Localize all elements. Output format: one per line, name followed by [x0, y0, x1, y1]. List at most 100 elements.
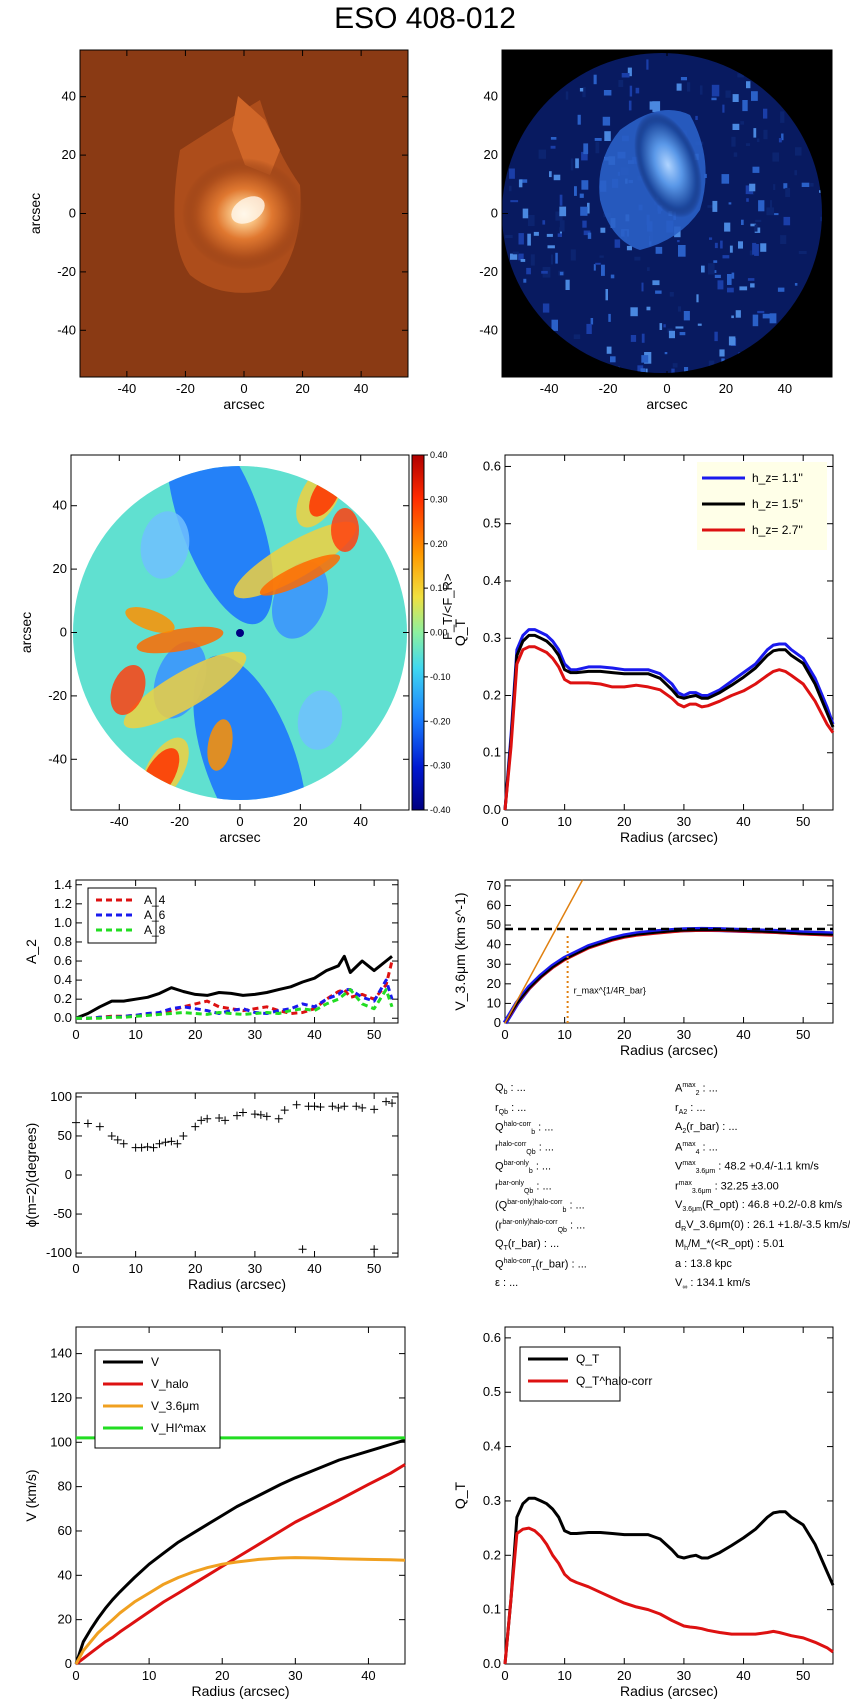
x-tick-label: 40 [353, 814, 367, 829]
speckle [549, 171, 552, 178]
parameter-value: : 48.2 +0.4/-1.1 km/s [715, 1160, 819, 1173]
parameter-superscript: max [678, 1179, 692, 1187]
parameter-subscript: T [503, 1245, 508, 1253]
speckle [707, 205, 715, 208]
speckle [579, 193, 584, 198]
speckle [783, 183, 788, 189]
speckle [553, 174, 561, 181]
speckle [618, 80, 624, 88]
speckle [608, 313, 611, 322]
p4-frame [504, 454, 834, 811]
speckle [732, 94, 739, 102]
parameter-value: : ... [532, 1160, 552, 1173]
speckle [678, 245, 686, 257]
parameter-row: a : 13.8 kpc [675, 1258, 732, 1270]
y-tick-label: -20 [57, 264, 76, 279]
parameter-value: V_3.6μm(0) : 26.1 +1.8/-3.5 km/s/kpc [686, 1218, 850, 1231]
speckle [559, 271, 564, 276]
x-tick-label: 40 [736, 1027, 750, 1042]
p7-point [137, 1143, 146, 1152]
x-tick-label: 20 [188, 1027, 202, 1042]
speckle [509, 168, 515, 179]
colorbar-tick-label: 0.20 [430, 539, 448, 549]
speckle [714, 331, 718, 342]
p7-point [72, 1118, 80, 1127]
p7-axes: 0 10 20 30 40 50 100 50 0 -50 -100 Radius (arcsec) ϕ… [23, 1089, 399, 1292]
y-tick-label: 100 [50, 1434, 72, 1449]
y-tick-label: 0.5 [483, 1384, 501, 1399]
speckle [745, 143, 751, 146]
speckle [626, 245, 632, 251]
parameter-symbol: Q [495, 1238, 504, 1250]
p5-series-a-8-line [76, 988, 394, 1020]
parameter-superscript: max [682, 1140, 696, 1148]
speckle [728, 202, 732, 205]
speckle [575, 158, 579, 169]
parameter-row: ε : ... [495, 1277, 518, 1289]
p6-frame [504, 879, 834, 1024]
p9-series-q-t-line [503, 1496, 835, 1665]
parameter-row: rmax3.6μm : 32.25 ±3.00 [675, 1180, 779, 1195]
speckle [559, 206, 567, 217]
parameter-value: : 32.25 ±3.00 [711, 1180, 779, 1193]
p7-point [256, 1110, 265, 1119]
speckle [750, 223, 757, 227]
y-tick-label: 40 [484, 89, 498, 104]
torque-blob [193, 655, 307, 800]
speckle [649, 101, 653, 110]
parameter-row: A2(r_bar) : ... [675, 1121, 738, 1135]
parameter-subscript: 3.6μm [691, 1187, 712, 1195]
speckle [629, 85, 633, 97]
x-tick-label: 20 [293, 814, 307, 829]
x-axis-label: Radius (arcsec) [191, 1683, 289, 1699]
y-axis-label: arcsec [27, 193, 43, 234]
y-tick-label: 0.4 [54, 972, 72, 987]
speckle [721, 174, 730, 184]
speckle [523, 278, 527, 283]
x-tick-label: 10 [557, 814, 571, 829]
p6-series-0-line [502, 926, 834, 1025]
speckle [679, 332, 686, 336]
colorbar [411, 454, 425, 811]
parameter-symbol: d [675, 1218, 682, 1231]
speckle [520, 259, 526, 262]
p8-axes: 0 10 20 30 40 0 20 40 60 80 100 120 140 Radius (arcse… [23, 1326, 406, 1699]
parameter-value: : ... [499, 1277, 519, 1289]
parameter-value: : ... [687, 1101, 706, 1114]
x-tick-label: 0 [501, 1027, 508, 1042]
y-tick-label: 100 [50, 1089, 72, 1104]
speckle [602, 116, 611, 126]
parameter-value: : ... [535, 1141, 554, 1154]
speckle [672, 363, 678, 368]
speckle [550, 145, 556, 149]
speckle [684, 367, 689, 373]
p3-axes: -40 -20 0 20 40 -40 -20 0 20 40 arcsec arcsec [18, 454, 410, 845]
parameter-value: (r_bar) : ... [686, 1121, 738, 1133]
x-axis-label: Radius (arcsec) [620, 1683, 718, 1699]
speckle [820, 216, 822, 222]
parameter-subscript: A2 [678, 1108, 688, 1116]
p7-point [167, 1137, 176, 1146]
speckle [677, 306, 682, 312]
parameter-symbol: r [675, 1101, 679, 1114]
p7-point [215, 1113, 224, 1122]
speckle [573, 334, 581, 339]
parameter-row: QT(r_bar) : ... [495, 1238, 559, 1252]
speckle [603, 90, 612, 96]
y-tick-label: -20 [48, 688, 67, 703]
speckle [756, 138, 760, 143]
speckle [819, 190, 822, 193]
p7-point [161, 1138, 170, 1147]
p7-point [370, 1105, 379, 1114]
parameter-value: : ... [535, 1121, 554, 1134]
speckle [595, 141, 600, 154]
x-tick-label: 30 [288, 1668, 302, 1683]
y-tick-label: 60 [487, 897, 501, 912]
speckle [735, 310, 741, 318]
speckle [593, 264, 596, 271]
legend-label: A_6 [144, 908, 166, 922]
speckle [760, 243, 767, 252]
panel-image-orange [80, 50, 408, 377]
p7-point [328, 1102, 337, 1111]
speckle [727, 274, 732, 285]
